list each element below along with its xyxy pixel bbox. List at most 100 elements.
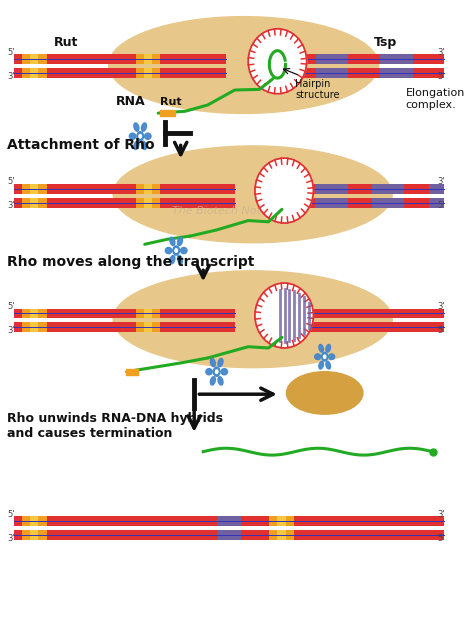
Bar <box>437 322 441 332</box>
Bar <box>277 516 282 526</box>
Bar <box>307 198 311 208</box>
Bar <box>180 54 184 64</box>
Bar <box>392 68 397 78</box>
Bar <box>103 322 107 332</box>
Bar <box>176 309 180 319</box>
Bar <box>156 516 160 526</box>
Bar <box>46 183 51 193</box>
Bar <box>160 54 164 64</box>
Bar <box>352 183 356 193</box>
Bar <box>417 68 421 78</box>
Bar <box>437 54 441 64</box>
Bar <box>184 322 188 332</box>
Bar <box>323 183 328 193</box>
Bar <box>144 322 148 332</box>
Bar <box>364 198 368 208</box>
Ellipse shape <box>329 354 335 359</box>
Bar <box>83 530 87 540</box>
Bar <box>148 530 152 540</box>
Bar <box>229 322 233 332</box>
Bar <box>285 530 290 540</box>
Bar <box>348 54 352 64</box>
Bar <box>403 530 407 540</box>
Bar <box>152 530 156 540</box>
Bar <box>439 516 444 526</box>
Text: The Biotech Notes: The Biotech Notes <box>172 207 273 217</box>
Bar <box>380 198 384 208</box>
Bar <box>205 516 209 526</box>
Bar <box>99 198 103 208</box>
Ellipse shape <box>134 123 139 131</box>
Bar <box>435 516 439 526</box>
Bar <box>319 198 323 208</box>
Bar <box>330 516 334 526</box>
Bar <box>87 309 91 319</box>
Bar <box>111 54 116 64</box>
Bar <box>67 322 71 332</box>
Bar <box>229 516 233 526</box>
Bar <box>366 530 371 540</box>
Bar <box>14 322 18 332</box>
Bar <box>221 183 225 193</box>
Bar <box>229 183 233 193</box>
Bar <box>319 322 323 332</box>
Bar <box>30 183 35 193</box>
Bar <box>383 530 387 540</box>
Bar <box>420 198 425 208</box>
Bar <box>241 516 245 526</box>
Bar <box>429 54 433 64</box>
Bar <box>364 322 368 332</box>
Bar <box>14 68 18 78</box>
Bar <box>160 198 164 208</box>
Bar <box>425 183 428 193</box>
Bar <box>314 516 318 526</box>
Bar <box>95 322 99 332</box>
Bar <box>79 322 83 332</box>
Bar <box>99 309 103 319</box>
Bar <box>116 183 119 193</box>
Bar <box>119 198 124 208</box>
Bar <box>221 516 225 526</box>
Bar <box>124 516 128 526</box>
Bar <box>35 530 38 540</box>
Bar <box>18 309 22 319</box>
Bar <box>172 68 176 78</box>
Bar <box>184 198 188 208</box>
Bar <box>67 309 71 319</box>
Bar <box>225 198 229 208</box>
Bar <box>253 516 257 526</box>
Text: 3': 3' <box>437 48 445 57</box>
Bar <box>124 54 128 64</box>
Bar <box>83 309 87 319</box>
Bar <box>184 183 188 193</box>
Bar <box>63 183 67 193</box>
Bar <box>168 309 172 319</box>
Bar <box>196 54 201 64</box>
Bar <box>391 516 395 526</box>
Bar <box>311 198 315 208</box>
Circle shape <box>322 352 328 361</box>
Bar <box>213 183 217 193</box>
Ellipse shape <box>170 255 175 264</box>
Bar <box>363 530 366 540</box>
Bar <box>205 198 209 208</box>
Bar <box>184 309 188 319</box>
Bar <box>55 309 59 319</box>
Bar <box>136 530 140 540</box>
Ellipse shape <box>113 271 392 367</box>
Text: 3': 3' <box>437 510 445 519</box>
Bar <box>201 54 205 64</box>
Bar <box>160 530 164 540</box>
Bar <box>423 530 427 540</box>
Bar <box>257 516 261 526</box>
Bar <box>22 54 27 64</box>
Bar <box>392 309 396 319</box>
Bar <box>107 516 111 526</box>
Bar <box>103 68 107 78</box>
Bar <box>79 516 83 526</box>
Text: 5': 5' <box>437 534 445 543</box>
Bar <box>328 68 332 78</box>
Bar <box>339 183 344 193</box>
Ellipse shape <box>210 359 215 367</box>
Bar <box>376 309 380 319</box>
